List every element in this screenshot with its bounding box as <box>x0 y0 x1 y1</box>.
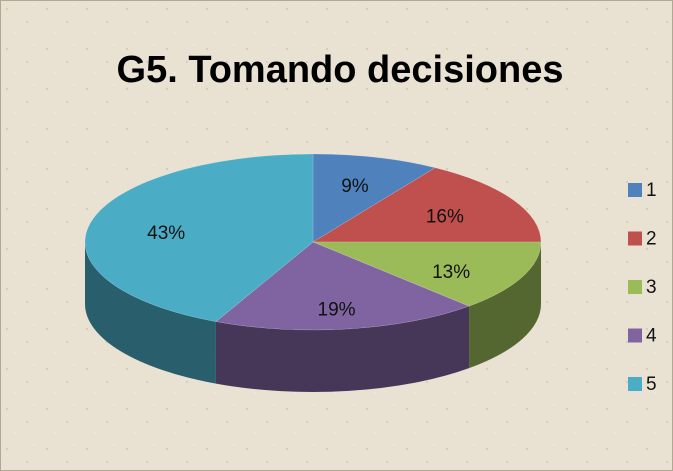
legend-swatch <box>628 377 642 391</box>
slice <box>312 153 436 243</box>
slice <box>84 153 314 322</box>
legend-label: 4 <box>646 326 657 347</box>
data-label: 19% <box>318 300 356 321</box>
legend-swatch <box>628 183 642 197</box>
legend-label: 3 <box>646 277 657 298</box>
legend-label: 1 <box>646 180 657 201</box>
slice-side <box>215 306 470 392</box>
legend-label: 2 <box>646 229 657 250</box>
slice <box>312 167 542 243</box>
slice-side <box>469 242 541 369</box>
chart-title: G5. Tomando decisiones <box>117 49 564 91</box>
legend-swatch <box>628 280 642 294</box>
legend-swatch <box>628 231 642 246</box>
slice <box>215 241 470 331</box>
legend-swatch <box>628 328 642 343</box>
data-label: 43% <box>147 223 185 244</box>
pie: 9% 16% 13% 19% 43% <box>84 153 542 392</box>
legend: 1 2 3 4 5 <box>628 180 657 395</box>
data-label: 9% <box>341 176 369 197</box>
legend-label: 5 <box>646 374 657 395</box>
data-label: 16% <box>426 206 464 227</box>
slice-side <box>85 242 216 384</box>
data-label: 13% <box>432 262 470 283</box>
slice <box>312 241 542 307</box>
